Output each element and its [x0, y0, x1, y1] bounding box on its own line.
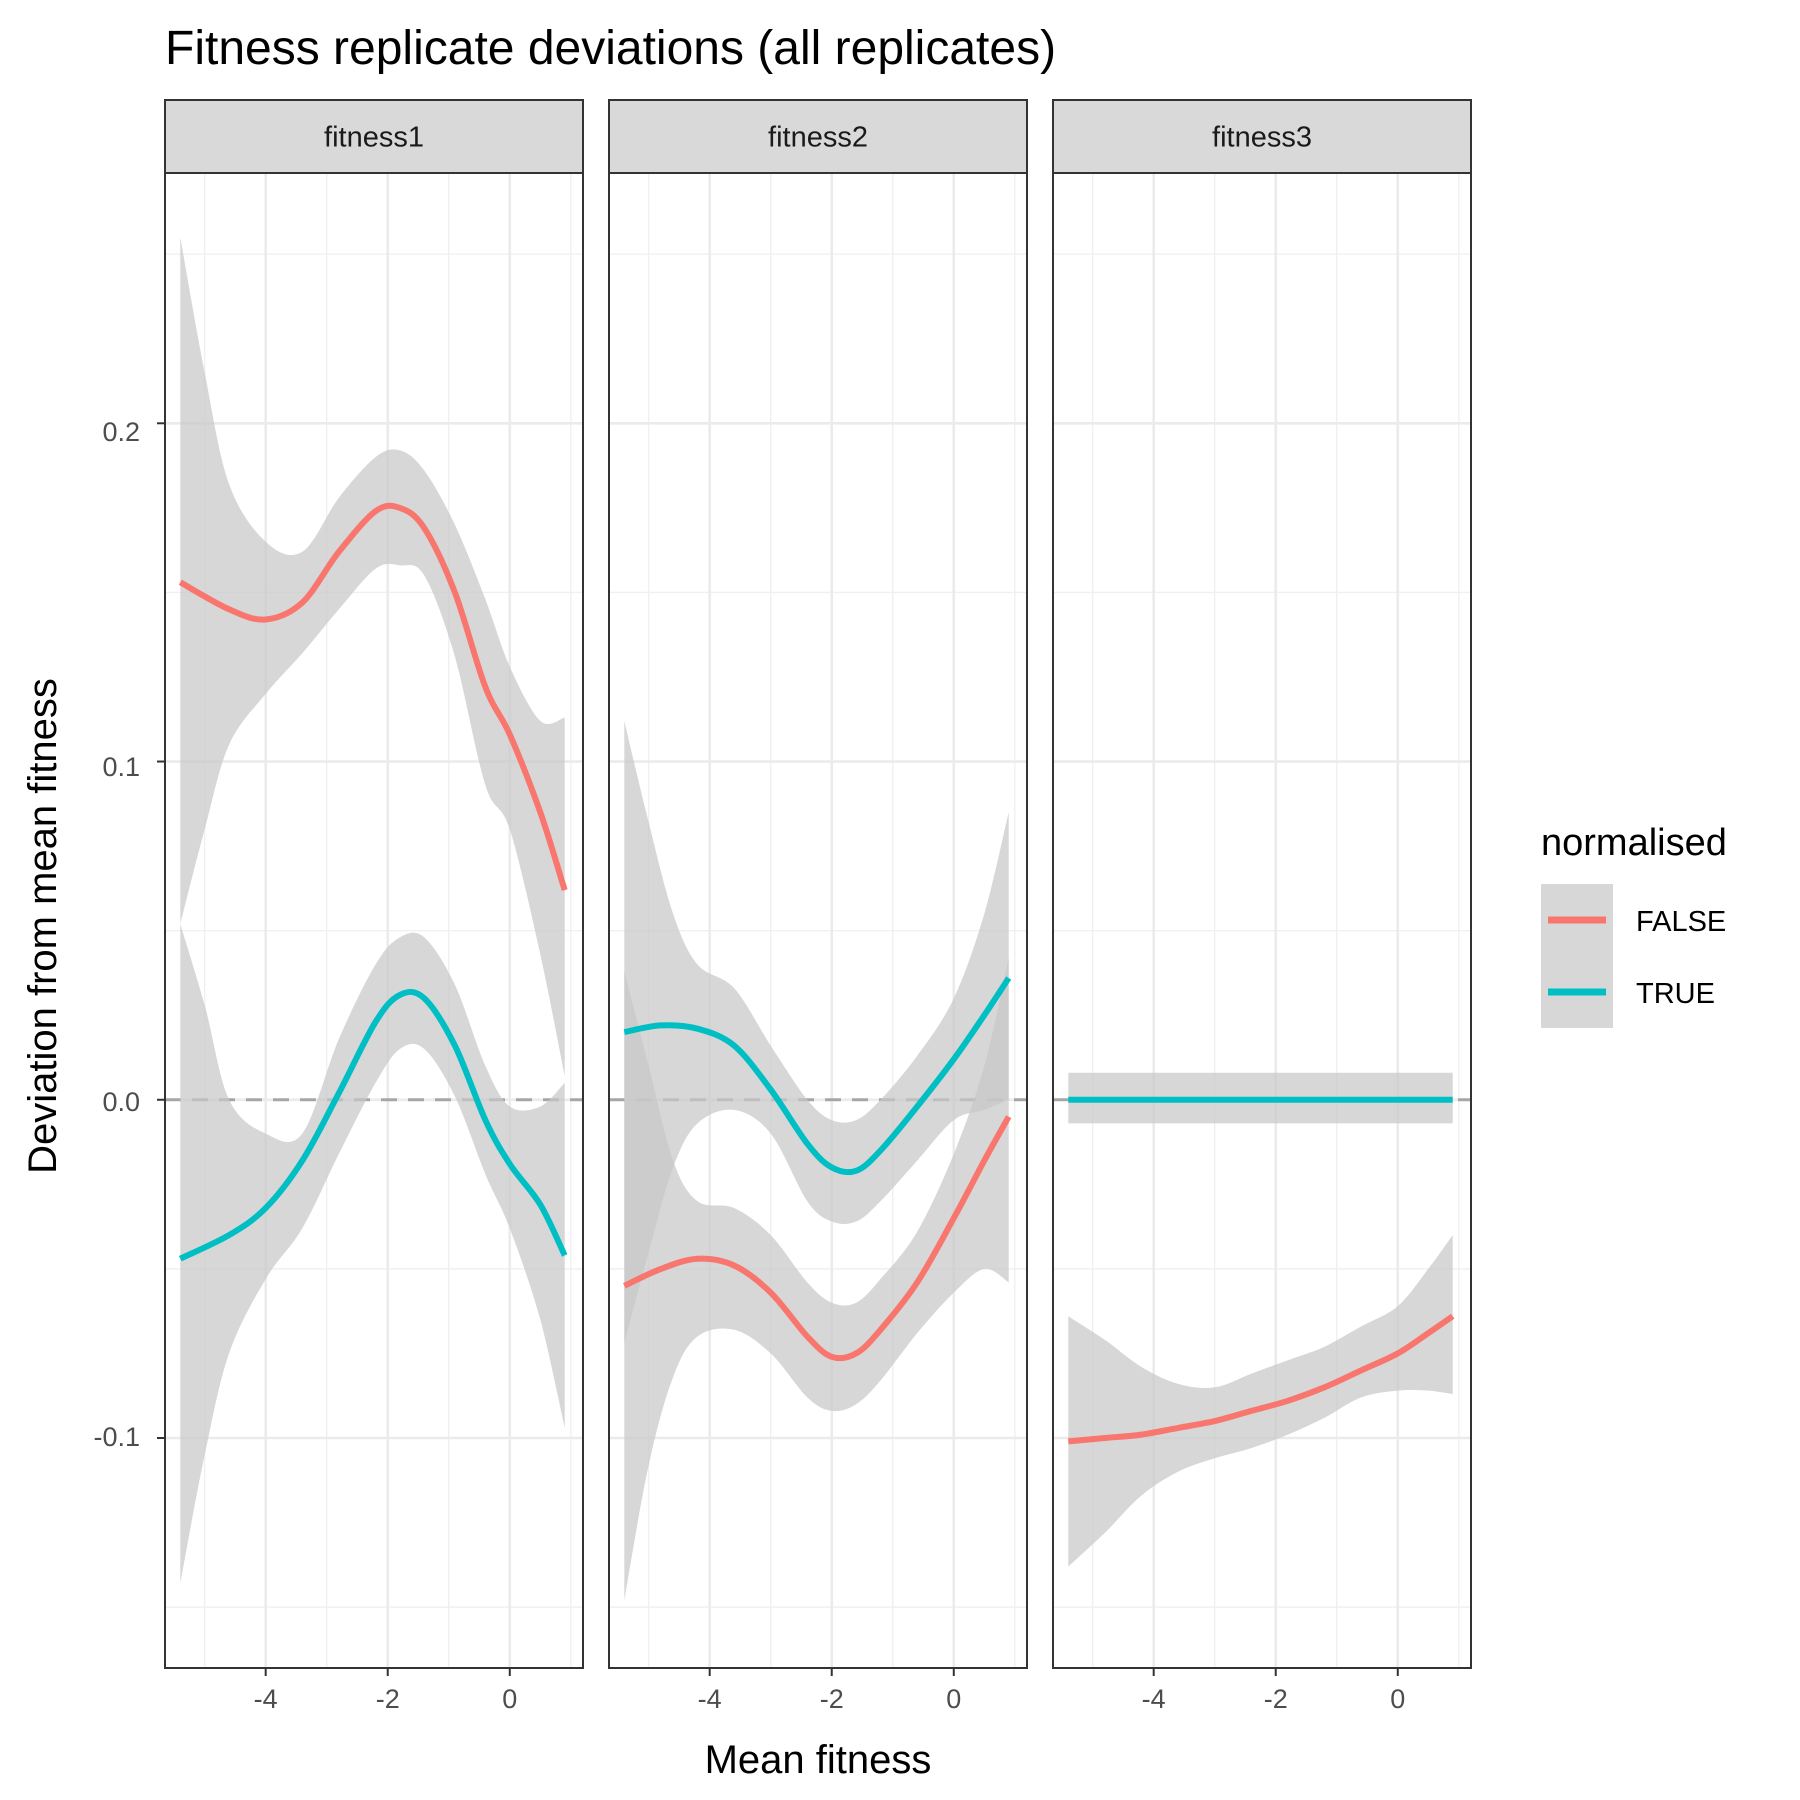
y-tick-label: 0.1: [102, 752, 140, 782]
panel-border: [164, 172, 584, 1669]
legend-label-true: TRUE: [1636, 978, 1715, 1010]
y-tick-label: -0.1: [93, 1422, 140, 1452]
panel-content: [1068, 1072, 1455, 1567]
legend-title: normalised: [1541, 822, 1727, 864]
facet-panels: fitness1 -4 -2 0 fitness2 -4 -2 0 fitness3 -4 -2 0: [157, 99, 1472, 1714]
chart-title: Fitness replicate deviations (all replic…: [165, 22, 1056, 75]
strip-label: fitness3: [1212, 122, 1312, 154]
confidence-band-false: [624, 957, 1009, 1601]
legend-entry-true: TRUE: [1541, 956, 1715, 1028]
strip-label: fitness1: [324, 122, 424, 154]
facet-panel-fitness2: fitness2 -4 -2 0: [608, 99, 1028, 1714]
confidence-band-false: [1068, 1235, 1453, 1567]
confidence-band-false: [180, 237, 565, 1077]
confidence-band-true: [180, 923, 565, 1584]
series-line-false: [623, 1115, 1012, 1362]
grid-lines: [609, 173, 1027, 1668]
strip-label: fitness2: [768, 122, 868, 154]
facet-panel-fitness3: fitness3 -4 -2 0: [1052, 99, 1472, 1714]
y-axis-title: Deviation from mean fitness: [21, 678, 65, 1174]
legend-entry-false: FALSE: [1541, 884, 1726, 956]
legend-label-false: FALSE: [1636, 906, 1726, 938]
x-axis-title: Mean fitness: [705, 1738, 932, 1782]
grid-lines: [1053, 173, 1471, 1668]
series-line-true: [178, 988, 568, 1262]
x-tick-label: -2: [1264, 1684, 1288, 1714]
x-tick-label: 0: [946, 1684, 961, 1714]
series-line-false: [1068, 1313, 1455, 1445]
panel-border: [1052, 172, 1472, 1669]
y-axis: 0.2 0.1 0.0 -0.1: [93, 417, 140, 1452]
strip-background: [1052, 99, 1472, 174]
legend: normalised FALSE TRUE: [1541, 822, 1727, 1028]
series-line-false: [178, 502, 568, 892]
strip-background: [608, 99, 1028, 174]
y-tick-label: 0.2: [102, 417, 140, 447]
x-tick-label: -4: [698, 1684, 722, 1714]
panel-content: [178, 237, 568, 1584]
facet-panel-fitness1: fitness1 -4 -2 0: [157, 99, 584, 1714]
x-tick-label: -2: [820, 1684, 844, 1714]
series-line-true: [623, 976, 1012, 1176]
panel-content: [623, 720, 1012, 1601]
x-tick-label: -2: [376, 1684, 400, 1714]
strip-background: [164, 99, 584, 174]
x-tick-label: 0: [502, 1684, 517, 1714]
x-tick-label: -4: [1142, 1684, 1166, 1714]
x-tick-label: -4: [254, 1684, 278, 1714]
x-tick-label: 0: [1390, 1684, 1405, 1714]
panel-border: [608, 172, 1028, 1669]
y-tick-label: 0.0: [102, 1087, 140, 1117]
